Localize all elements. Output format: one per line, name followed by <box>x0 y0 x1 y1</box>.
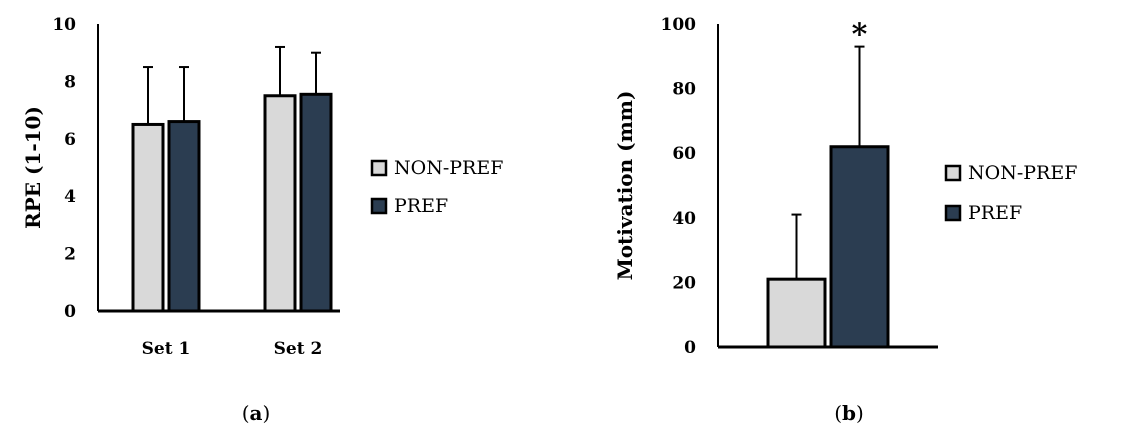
legend-label: PREF <box>394 195 448 217</box>
bar-pref <box>167 120 201 313</box>
panel-caption: (b) <box>834 401 864 425</box>
legend-label: NON-PREF <box>968 162 1077 184</box>
legend-swatch-pref <box>944 204 962 222</box>
y-axis-title: RPE (1-10) <box>21 106 45 229</box>
y-tick-label: 0 <box>684 338 696 358</box>
y-tick-label: 40 <box>672 209 696 229</box>
x-category-label: Set 1 <box>142 339 191 359</box>
y-tick-label: 8 <box>64 72 76 92</box>
y-tick-label: 0 <box>64 302 76 322</box>
legend-label: NON-PREF <box>394 157 503 179</box>
y-tick-label: 2 <box>64 245 76 265</box>
legend-label: PREF <box>968 202 1022 224</box>
bar-non-pref <box>263 94 297 313</box>
y-tick-label: 60 <box>672 144 696 164</box>
bar-pref <box>829 145 890 349</box>
y-tick-label: 80 <box>672 80 696 100</box>
panel-caption: (a) <box>242 401 271 425</box>
legend-swatch-non-pref <box>370 159 388 177</box>
chart-panel-a: 0 2 4 6 8 10 RPE (1-10) Set 1 Set 2 NON-PREF PREF (… <box>21 15 503 425</box>
y-tick-label: 20 <box>672 273 696 293</box>
bar-pref <box>299 92 333 313</box>
legend-swatch-non-pref <box>944 164 962 182</box>
y-axis-title: Motivation (mm) <box>613 91 637 281</box>
y-tick-label: 100 <box>661 15 697 35</box>
legend-swatch-pref <box>370 197 388 215</box>
bar-non-pref <box>766 277 827 349</box>
chart-panel-b: 0 20 40 60 80 100 Motivation (mm) * NON-PREF PREF… <box>613 15 1077 425</box>
significance-marker: * <box>852 18 868 53</box>
bar-non-pref <box>131 122 165 313</box>
y-tick-label: 6 <box>64 130 76 150</box>
y-tick-label: 4 <box>64 187 76 207</box>
y-tick-label: 10 <box>52 15 76 35</box>
x-category-label: Set 2 <box>274 339 323 359</box>
